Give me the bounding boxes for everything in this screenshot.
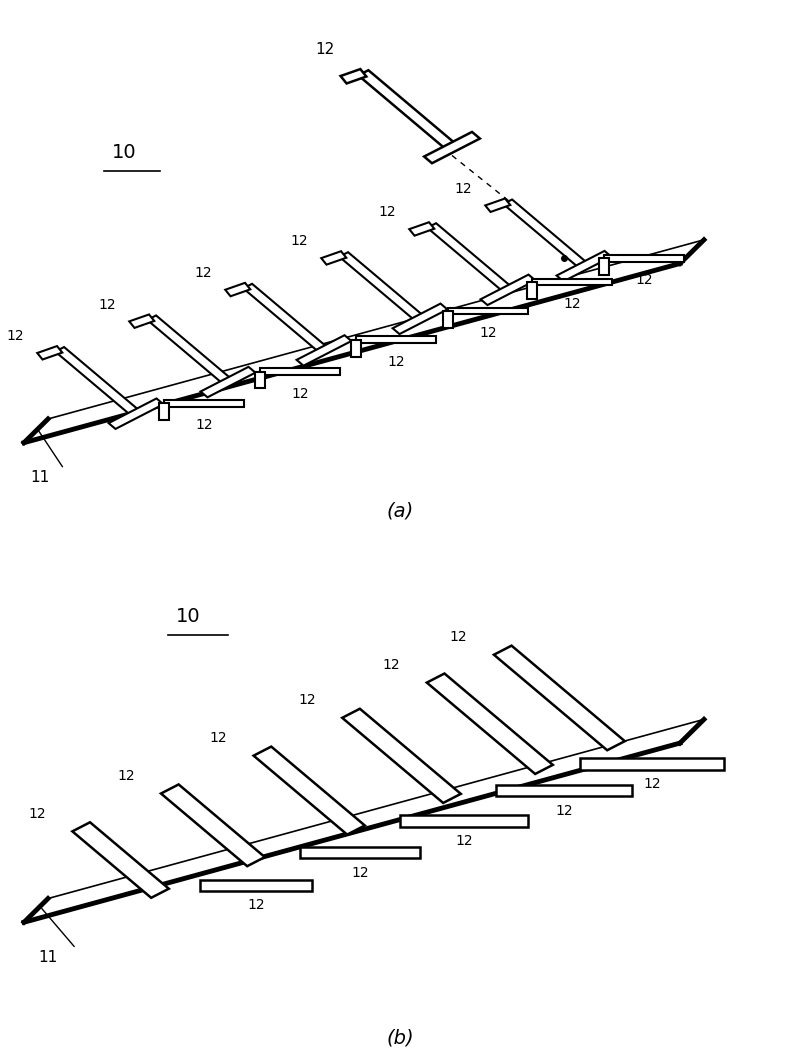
Text: 12: 12 xyxy=(315,42,334,57)
Polygon shape xyxy=(158,403,170,419)
Text: 12: 12 xyxy=(117,768,134,783)
Polygon shape xyxy=(350,339,362,356)
Text: 11: 11 xyxy=(30,470,50,485)
Polygon shape xyxy=(557,251,611,281)
Polygon shape xyxy=(342,708,461,803)
Polygon shape xyxy=(164,399,244,407)
Polygon shape xyxy=(161,784,265,866)
Text: 12: 12 xyxy=(455,181,473,196)
Text: 12: 12 xyxy=(7,329,25,344)
Polygon shape xyxy=(427,223,513,292)
Text: 11: 11 xyxy=(38,950,58,964)
Polygon shape xyxy=(358,71,457,150)
Polygon shape xyxy=(243,284,329,353)
Polygon shape xyxy=(393,304,447,334)
Text: 12: 12 xyxy=(210,730,227,745)
Text: 12: 12 xyxy=(563,297,581,311)
Polygon shape xyxy=(526,281,538,299)
Text: 12: 12 xyxy=(247,898,265,913)
Polygon shape xyxy=(109,398,163,429)
Polygon shape xyxy=(322,251,346,265)
Text: 12: 12 xyxy=(195,266,213,280)
Polygon shape xyxy=(38,346,62,359)
Polygon shape xyxy=(481,275,535,305)
Text: 12: 12 xyxy=(99,297,117,312)
Text: 12: 12 xyxy=(28,806,46,821)
Polygon shape xyxy=(356,336,436,344)
Polygon shape xyxy=(580,759,724,769)
Polygon shape xyxy=(147,315,233,385)
Text: 12: 12 xyxy=(195,418,213,432)
Polygon shape xyxy=(427,674,553,774)
Polygon shape xyxy=(341,70,366,83)
Polygon shape xyxy=(486,198,510,212)
Polygon shape xyxy=(503,199,589,269)
Text: 12: 12 xyxy=(479,326,497,340)
Polygon shape xyxy=(300,847,420,858)
Text: 12: 12 xyxy=(643,777,661,792)
Polygon shape xyxy=(598,258,610,275)
Polygon shape xyxy=(604,255,684,261)
Text: 12: 12 xyxy=(635,273,653,288)
Polygon shape xyxy=(201,367,255,397)
Text: 10: 10 xyxy=(112,143,137,162)
Polygon shape xyxy=(260,368,340,375)
Polygon shape xyxy=(424,132,480,163)
Text: 12: 12 xyxy=(351,865,369,880)
Text: (b): (b) xyxy=(386,1029,414,1048)
Text: 12: 12 xyxy=(387,355,405,369)
Polygon shape xyxy=(410,222,434,236)
Polygon shape xyxy=(55,347,141,416)
Polygon shape xyxy=(494,646,625,750)
Text: 10: 10 xyxy=(176,607,201,626)
Text: 12: 12 xyxy=(291,234,309,249)
Polygon shape xyxy=(496,784,632,797)
Polygon shape xyxy=(130,314,154,328)
Polygon shape xyxy=(200,879,312,891)
Polygon shape xyxy=(226,282,250,296)
Text: 12: 12 xyxy=(291,387,309,401)
Text: 12: 12 xyxy=(555,803,573,818)
Text: 12: 12 xyxy=(383,658,401,671)
Text: (a): (a) xyxy=(386,502,414,521)
Text: 12: 12 xyxy=(450,630,467,644)
Polygon shape xyxy=(24,239,704,443)
Polygon shape xyxy=(448,308,528,314)
Polygon shape xyxy=(532,278,612,286)
Polygon shape xyxy=(339,252,425,321)
Text: 12: 12 xyxy=(379,206,397,219)
Polygon shape xyxy=(297,335,351,366)
Text: 12: 12 xyxy=(455,834,473,848)
Polygon shape xyxy=(254,746,365,835)
Polygon shape xyxy=(24,719,704,922)
Polygon shape xyxy=(254,371,266,388)
Polygon shape xyxy=(400,816,528,826)
Text: 12: 12 xyxy=(298,694,316,707)
Polygon shape xyxy=(72,822,169,898)
Polygon shape xyxy=(443,311,453,328)
